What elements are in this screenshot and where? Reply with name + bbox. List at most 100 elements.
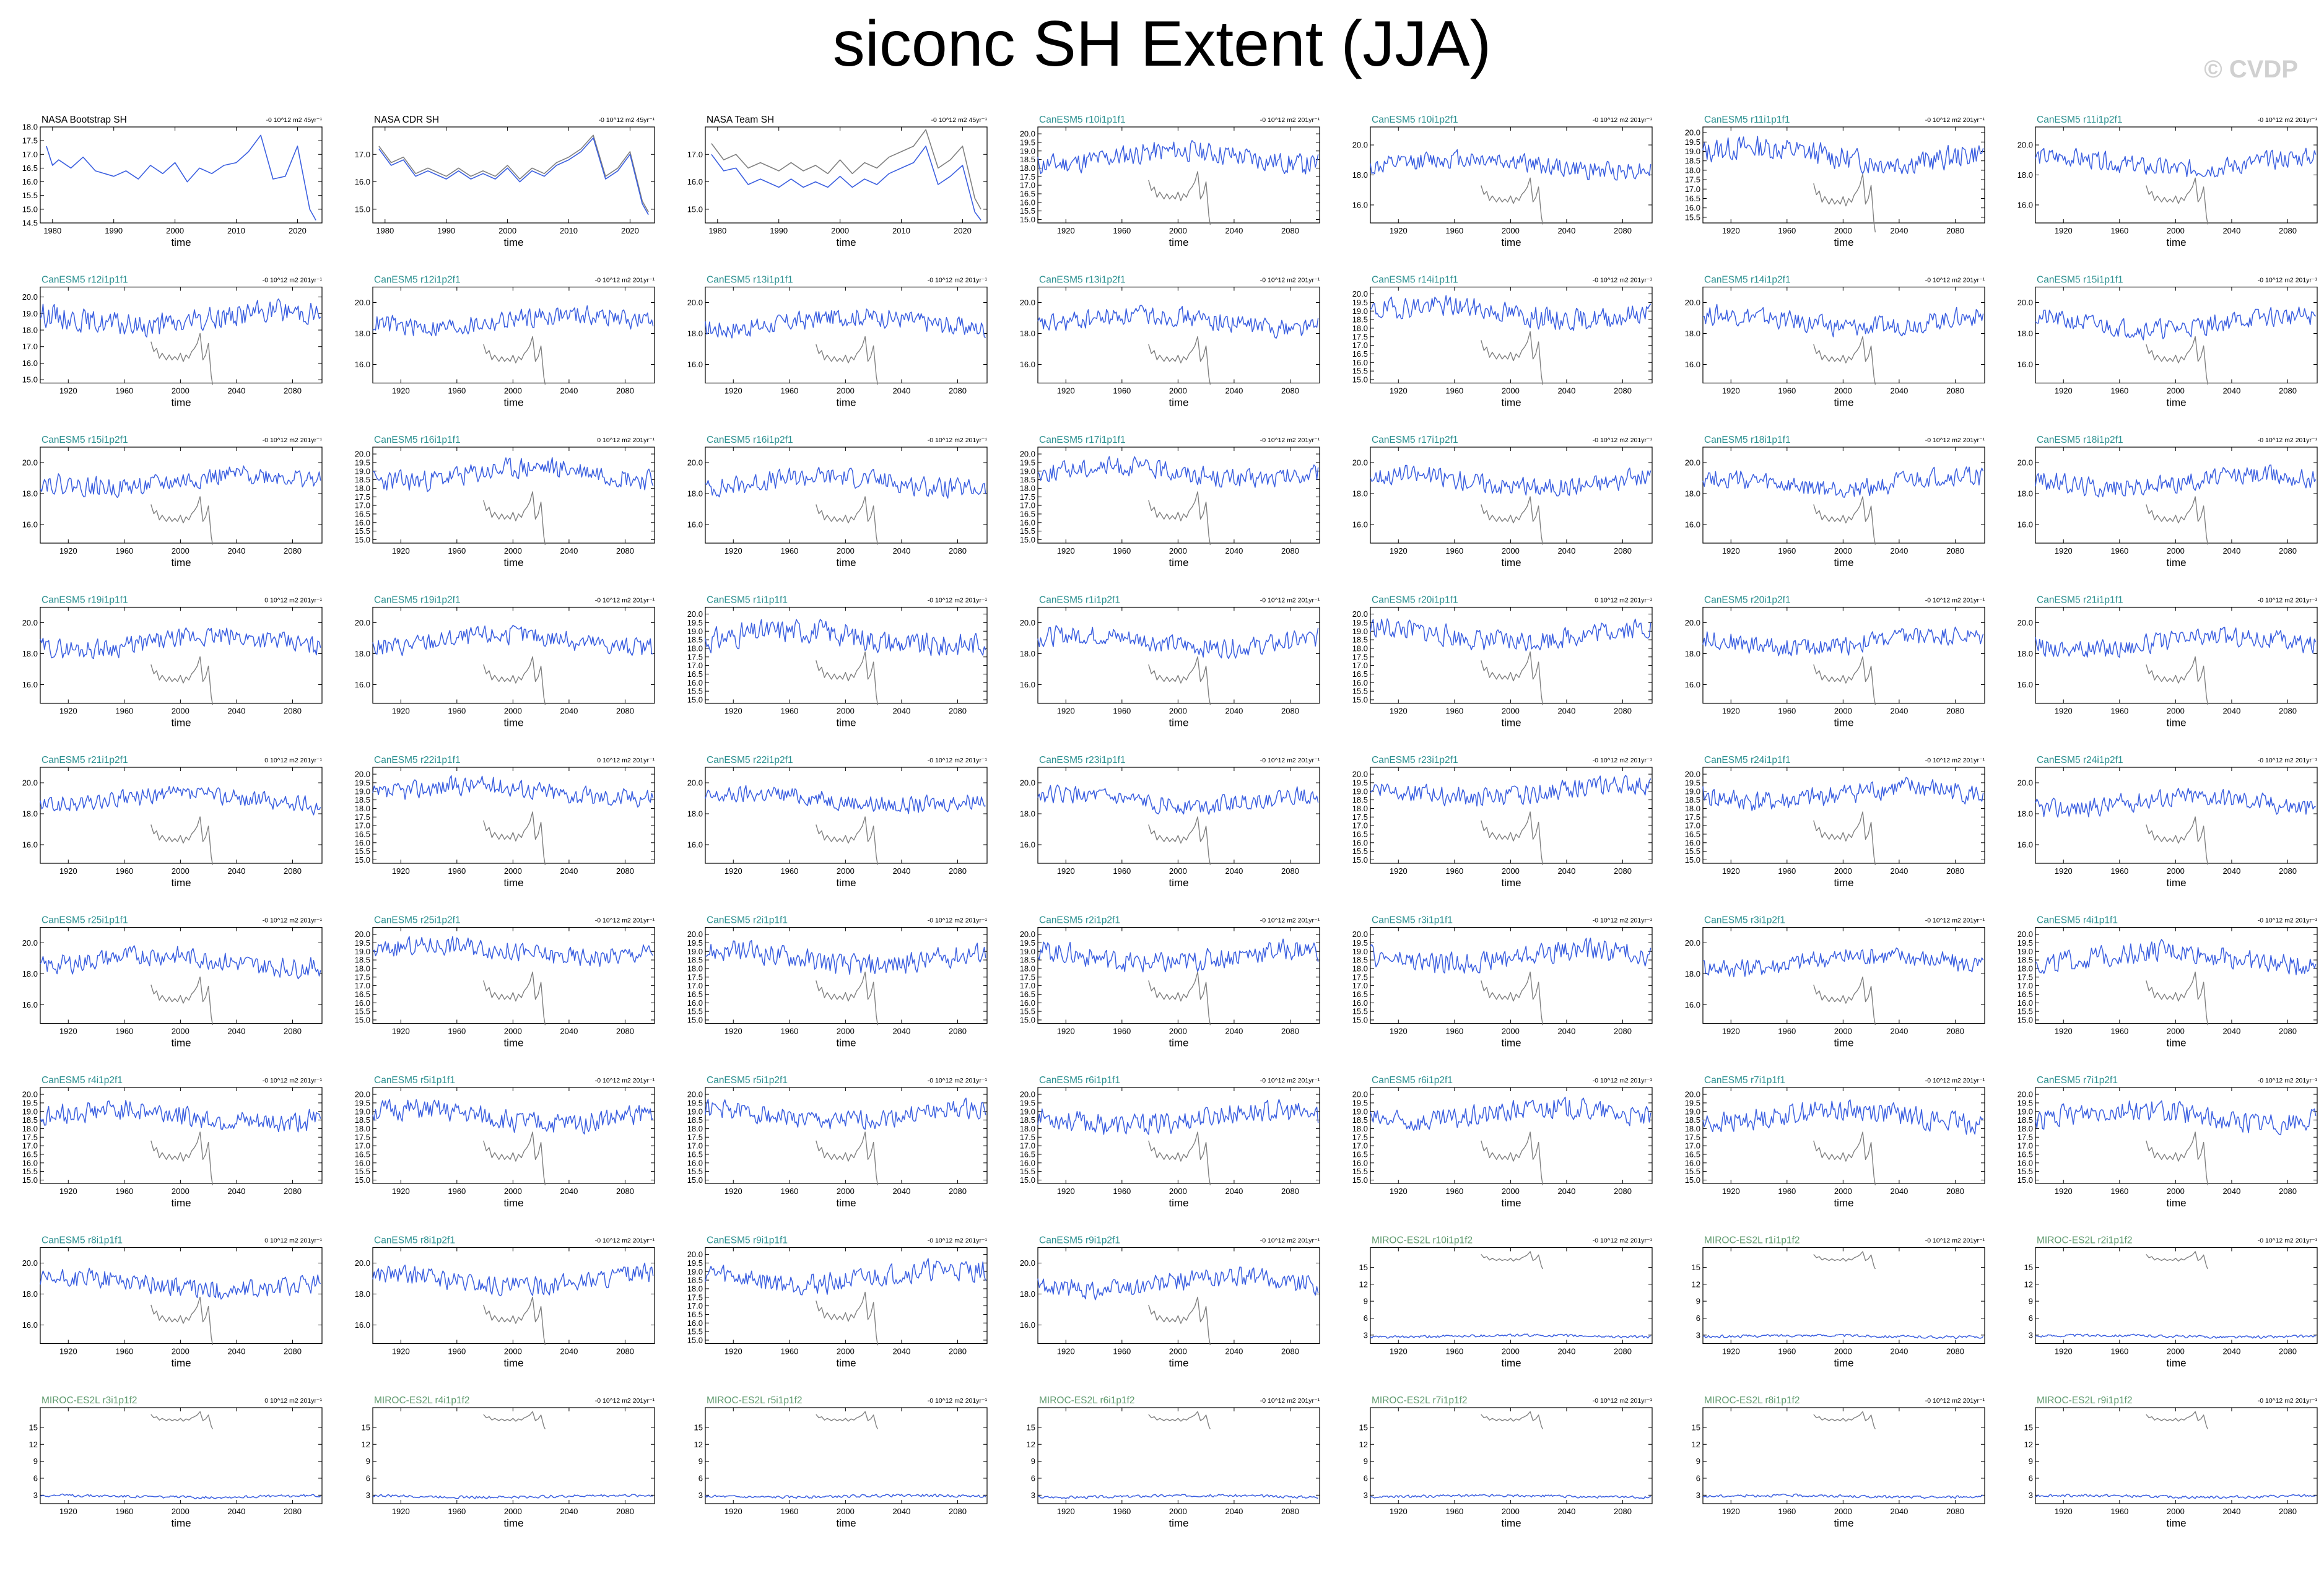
y-tick-label: 17.5	[1685, 813, 1700, 822]
y-tick-label: 16.0	[22, 177, 38, 186]
x-tick-label: 2000	[1169, 1027, 1187, 1036]
y-tick-label: 17.5	[355, 813, 370, 822]
x-axis-label: time	[1501, 557, 1521, 569]
x-tick-label: 1960	[1778, 866, 1796, 876]
y-tick-label: 18.0	[1352, 643, 1368, 653]
chart-panel: MIROC-ES2L r10i1p1f2 -0 10^12 m2 201yr⁻¹ 3…	[1359, 1235, 1653, 1369]
y-tick-label: 15	[2024, 1423, 2033, 1432]
x-tick-label: 1920	[2055, 1027, 2073, 1036]
x-tick-label: 2040	[2222, 226, 2240, 235]
x-tick-label: 2000	[504, 1347, 522, 1356]
y-tick-label: 20.0	[2017, 778, 2033, 788]
y-tick-label: 3	[1696, 1330, 1700, 1340]
y-tick-label: 19.0	[1685, 1107, 1700, 1116]
panel-title: NASA Bootstrap SH	[41, 115, 127, 125]
panel-title: MIROC-ES2L r8i1p1f2	[1704, 1395, 1800, 1406]
x-tick-label: 2080	[616, 707, 634, 716]
panel-trend-label: -0 10^12 m2 201yr⁻¹	[1925, 1237, 1985, 1245]
x-tick-label: 1960	[448, 546, 466, 556]
x-tick-label: 1960	[1445, 866, 1463, 876]
x-axis-label: time	[171, 237, 191, 248]
chart-panel: MIROC-ES2L r3i1p1f2 0 10^12 m2 201yr⁻¹ 3 6 9…	[29, 1395, 323, 1529]
panel-trend-label: -0 10^12 m2 201yr⁻¹	[263, 437, 323, 444]
y-tick-label: 18.0	[2017, 1124, 2033, 1133]
x-tick-label: 1960	[1445, 1347, 1463, 1356]
chart-panel: CanESM5 r8i1p1f1 0 10^12 m2 201yr⁻¹ 16.0 18…	[22, 1235, 323, 1369]
plot-frame	[40, 767, 323, 864]
panel-trend-label: -0 10^12 m2 201yr⁻¹	[595, 277, 655, 284]
y-tick-label: 14.5	[22, 219, 38, 228]
chart-panel: CanESM5 r13i1p1f1 -0 10^12 m2 201yr⁻¹ 16.0…	[687, 275, 988, 409]
chart-panel: CanESM5 r20i1p2f1 -0 10^12 m2 201yr⁻¹ 16.0…	[1685, 595, 1985, 729]
x-tick-label: 1960	[1445, 226, 1463, 235]
y-tick-label: 16.0	[1685, 360, 1700, 369]
series-line	[1037, 1494, 1318, 1499]
y-tick-label: 16.0	[1020, 840, 1035, 850]
x-tick-label: 2040	[227, 1187, 245, 1196]
series-line	[1370, 1096, 1652, 1131]
obs-line	[1148, 816, 1211, 865]
plot-frame	[2035, 447, 2318, 544]
x-tick-label: 2000	[1169, 1347, 1187, 1356]
y-tick-label: 18.5	[1020, 956, 1035, 965]
y-tick-label: 15.5	[1352, 1167, 1368, 1176]
x-tick-label: 2040	[560, 546, 578, 556]
x-axis-label: time	[503, 1037, 523, 1049]
x-tick-label: 2040	[1890, 1507, 1908, 1516]
y-tick-label: 17.0	[1352, 1141, 1368, 1151]
y-tick-label: 18.0	[22, 123, 38, 132]
x-tick-label: 2010	[560, 226, 578, 235]
obs-line	[1813, 811, 1876, 865]
obs-line	[1148, 171, 1211, 225]
x-tick-label: 1960	[1778, 1187, 1796, 1196]
panel-title: CanESM5 r9i1p2f1	[1039, 1235, 1120, 1246]
series-line	[1702, 1099, 1984, 1135]
plot-frame	[1702, 286, 1985, 384]
x-tick-label: 1920	[59, 866, 77, 876]
x-tick-label: 2000	[172, 1027, 189, 1036]
x-tick-label: 1960	[115, 1347, 133, 1356]
y-tick-label: 16.0	[1685, 203, 1700, 212]
x-tick-label: 1960	[780, 386, 798, 396]
x-tick-label: 2080	[1946, 707, 1964, 716]
y-tick-label: 15	[362, 1423, 370, 1432]
x-tick-label: 2080	[284, 1027, 302, 1036]
x-tick-label: 2040	[2222, 546, 2240, 556]
plot-frame	[40, 1407, 323, 1504]
obs-line	[2146, 336, 2209, 385]
x-tick-label: 2000	[1834, 1027, 1852, 1036]
panel-title: CanESM5 r20i1p1f1	[1372, 595, 1458, 606]
series-line	[40, 1268, 321, 1300]
y-tick-label: 20.0	[1020, 298, 1035, 307]
x-tick-label: 2080	[1614, 1347, 1632, 1356]
panel-trend-label: -0 10^12 m2 201yr⁻¹	[1925, 917, 1985, 925]
obs-line	[378, 134, 649, 212]
x-tick-label: 2080	[949, 546, 967, 556]
plot-frame	[1037, 926, 1320, 1024]
y-tick-label: 20.0	[1685, 770, 1700, 779]
x-tick-label: 2080	[616, 386, 634, 396]
series-line	[705, 1097, 986, 1130]
x-tick-label: 2040	[2222, 866, 2240, 876]
x-tick-label: 2000	[2167, 1347, 2185, 1356]
obs-line	[1481, 971, 1544, 1026]
x-tick-label: 2080	[2279, 546, 2297, 556]
y-tick-label: 19.5	[1685, 778, 1700, 787]
y-tick-label: 15.5	[355, 526, 370, 536]
y-tick-label: 19.0	[1020, 146, 1035, 155]
series-line	[1037, 456, 1319, 488]
chart-panel: CanESM5 r3i1p2f1 -0 10^12 m2 201yr⁻¹ 16.0 1…	[1685, 915, 1985, 1049]
x-axis-label: time	[171, 1197, 191, 1209]
x-tick-label: 2000	[1169, 707, 1187, 716]
chart-panel: NASA CDR SH -0 10^12 m2 45yr⁻¹ 15.0 16.0 17.…	[355, 115, 655, 248]
x-tick-label: 1920	[2055, 1347, 2073, 1356]
y-tick-label: 17.5	[1020, 492, 1035, 502]
obs-line	[483, 1131, 546, 1185]
x-tick-label: 1920	[1722, 1187, 1740, 1196]
obs-line	[1481, 1251, 1544, 1270]
x-tick-label: 2080	[2279, 1027, 2297, 1036]
x-tick-label: 2000	[172, 546, 189, 556]
panel-title: CanESM5 r1i1p1f1	[707, 595, 788, 606]
y-tick-label: 19.0	[1020, 1107, 1035, 1116]
y-tick-label: 16.5	[1020, 189, 1035, 198]
